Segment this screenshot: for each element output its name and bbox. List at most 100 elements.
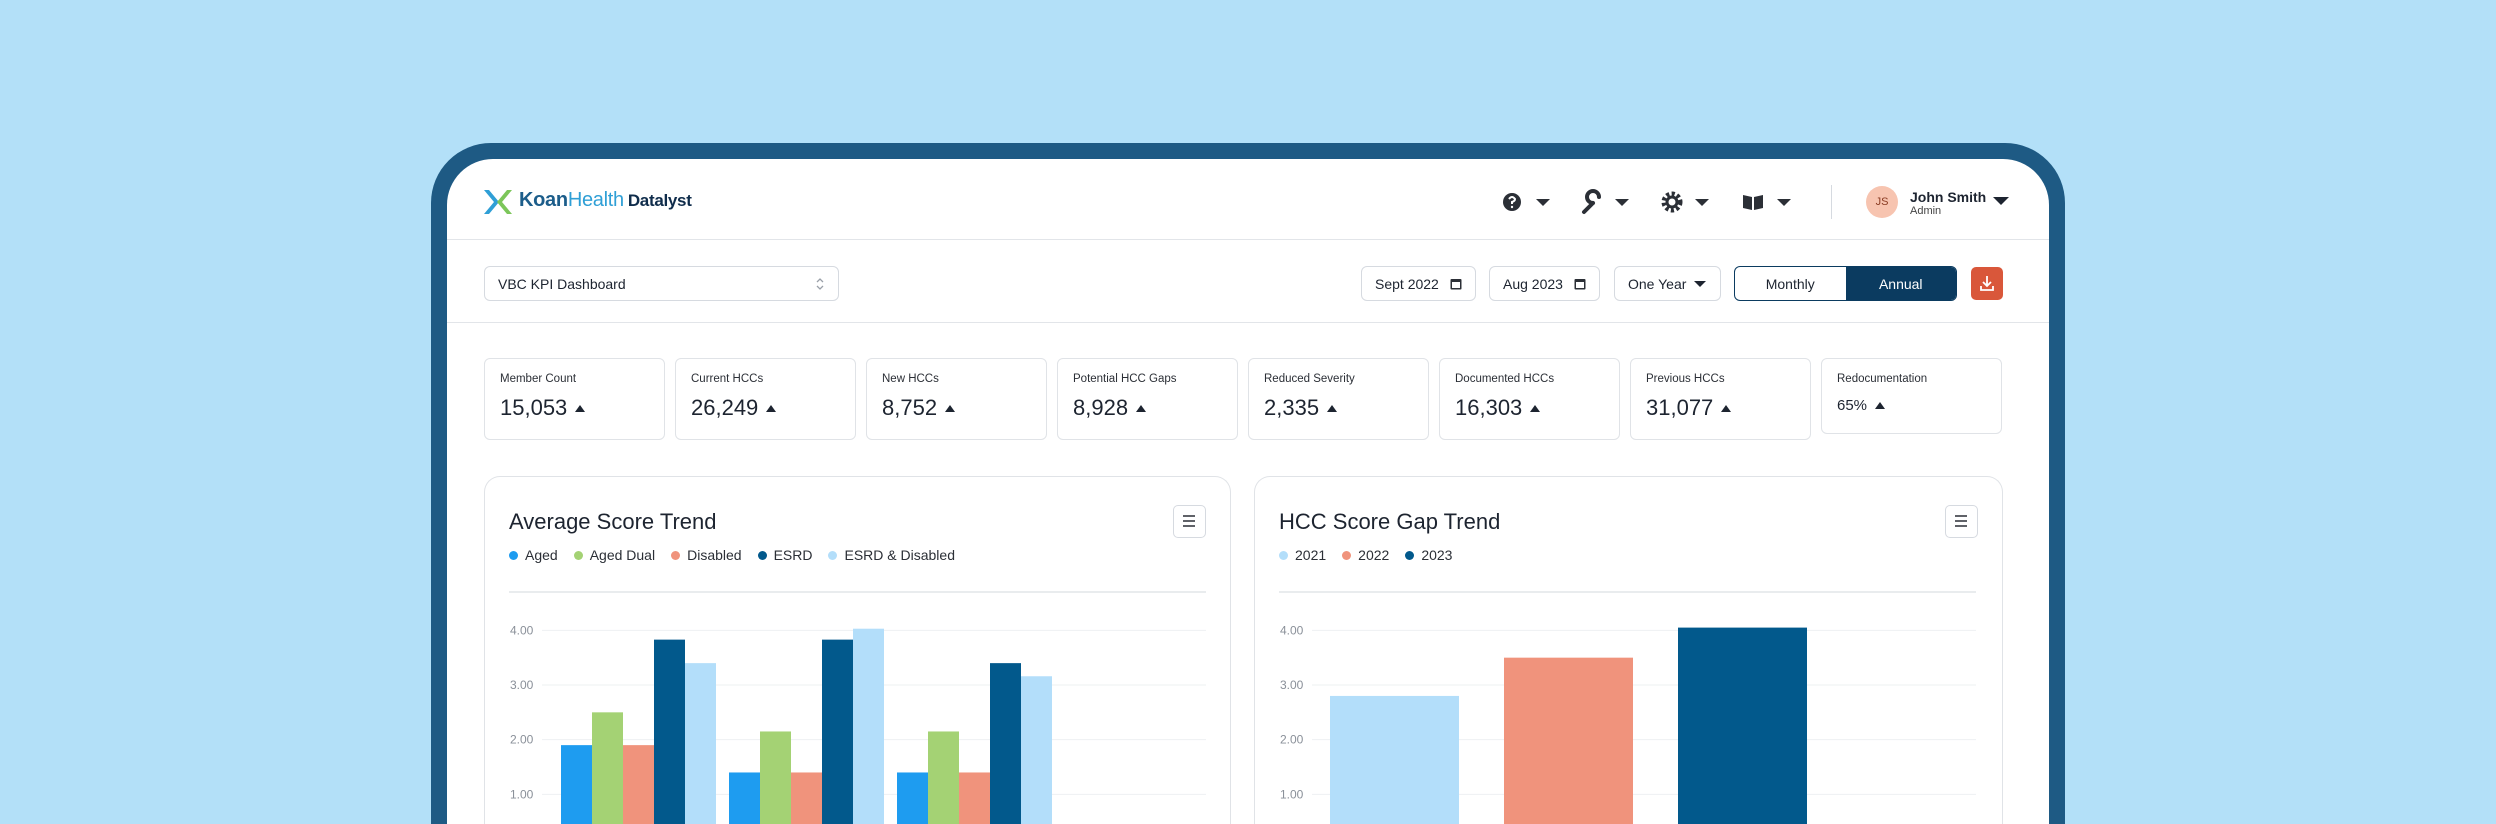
docs-menu[interactable] bbox=[1743, 195, 1791, 210]
kpi-value-row: 26,249 bbox=[691, 395, 840, 421]
trend-up-icon bbox=[1530, 404, 1541, 412]
legend-item[interactable]: Aged Dual bbox=[573, 547, 656, 563]
start-date[interactable]: Sept 2022 bbox=[1361, 266, 1476, 301]
chart-panel: 1.00 2.00 3.00 4.00 Average Score Trend Aged A… bbox=[484, 476, 1231, 824]
bar bbox=[853, 628, 884, 824]
trend-up-icon bbox=[1721, 404, 1732, 412]
chart-menu-button[interactable] bbox=[1945, 505, 1978, 538]
select-arrows bbox=[816, 277, 824, 290]
kpi-value-row: 15,053 bbox=[500, 395, 649, 421]
y-tick-label: 1.00 bbox=[1280, 787, 1304, 801]
legend-swatch bbox=[1279, 550, 1288, 560]
kpi-card[interactable]: Reduced Severity 2,335 bbox=[1248, 358, 1429, 440]
period-text: One Year bbox=[1628, 275, 1687, 292]
trend-up-icon bbox=[1875, 402, 1886, 409]
kpi-label: Redocumentation bbox=[1837, 373, 1928, 385]
legend-swatch bbox=[1405, 550, 1415, 560]
chart-menu-button[interactable] bbox=[1173, 505, 1206, 538]
user-name: John Smith bbox=[1910, 189, 1987, 205]
y-tick-label: 3.00 bbox=[510, 678, 534, 692]
kpi-label: Documented HCCs bbox=[1455, 373, 1555, 385]
kpi-value-row: 65% bbox=[1837, 397, 1986, 414]
kpi-card[interactable]: Previous HCCs 31,077 bbox=[1630, 358, 1811, 440]
y-tick-label: 4.00 bbox=[510, 623, 534, 637]
download-button[interactable] bbox=[1971, 267, 2003, 300]
kpi-value: 8,752 bbox=[882, 395, 938, 420]
bar bbox=[928, 731, 959, 824]
legend-item[interactable]: 2022 bbox=[1342, 547, 1389, 563]
legend-label: Aged Dual bbox=[589, 547, 656, 563]
bar bbox=[561, 745, 592, 824]
kpi-label: Reduced Severity bbox=[1264, 373, 1355, 385]
kpi-value: 26,249 bbox=[691, 395, 759, 420]
period-select[interactable]: One Year bbox=[1614, 266, 1721, 301]
legend-item[interactable]: Aged bbox=[509, 547, 558, 563]
legend-swatch bbox=[757, 550, 767, 560]
kpi-card[interactable]: Potential HCC Gaps 8,928 bbox=[1057, 358, 1238, 440]
kpi-value: 15,053 bbox=[500, 395, 568, 420]
user-menu-caret[interactable] bbox=[1991, 194, 2011, 208]
view-option[interactable]: Monthly bbox=[1765, 275, 1815, 292]
legend-item[interactable]: ESRD & Disabled bbox=[828, 547, 955, 563]
kpi-value: 65% bbox=[1837, 397, 1868, 414]
legend-label: ESRD bbox=[773, 547, 813, 563]
avatar[interactable]: JS bbox=[1866, 186, 1898, 218]
bar bbox=[623, 745, 654, 824]
kpi-value: 31,077 bbox=[1646, 395, 1714, 420]
kpi-card[interactable]: Redocumentation 65% bbox=[1821, 358, 2002, 434]
kpi-label: Previous HCCs bbox=[1646, 373, 1725, 385]
download-icon bbox=[1980, 276, 1994, 291]
legend-swatch bbox=[1342, 550, 1352, 560]
kpi-card[interactable]: Documented HCCs 16,303 bbox=[1439, 358, 1620, 440]
legend-label: 2022 bbox=[1358, 547, 1390, 563]
bar bbox=[760, 731, 791, 824]
settings-menu[interactable] bbox=[1661, 191, 1709, 213]
dashboard-select[interactable]: VBC KPI Dashboard bbox=[484, 266, 839, 301]
kpi-value: 2,335 bbox=[1264, 395, 1320, 420]
bar bbox=[1330, 695, 1459, 824]
logo[interactable]: KoanHealth Datalyst bbox=[519, 189, 692, 212]
legend-label: ESRD & Disabled bbox=[844, 547, 955, 563]
kpi-value-row: 8,752 bbox=[882, 395, 1031, 421]
chart: 1.00 2.00 3.00 4.00 bbox=[1279, 591, 1976, 824]
legend-item[interactable]: 2021 bbox=[1279, 547, 1326, 563]
legend: Aged Aged Dual Disabled ESRD ESRD & Disabled bbox=[509, 547, 955, 563]
caret bbox=[1694, 280, 1706, 287]
view-option[interactable]: Annual bbox=[1845, 267, 1956, 300]
header-icons bbox=[1503, 189, 1791, 214]
logo-secondary: Health bbox=[567, 189, 624, 211]
calendar-icon bbox=[1574, 279, 1586, 290]
bar bbox=[822, 639, 853, 824]
legend-item[interactable]: ESRD bbox=[757, 547, 813, 563]
help-menu[interactable] bbox=[1503, 193, 1550, 211]
kpi-label: Potential HCC Gaps bbox=[1073, 373, 1177, 385]
logo-primary: Koan bbox=[519, 189, 568, 211]
bar bbox=[1021, 676, 1052, 824]
legend-swatch bbox=[509, 550, 518, 560]
end-date-text: Aug 2023 bbox=[1503, 275, 1563, 292]
kpi-value-row: 2,335 bbox=[1264, 395, 1413, 421]
logo-product: Datalyst bbox=[627, 191, 692, 210]
dashboard-name: VBC KPI Dashboard bbox=[498, 275, 626, 292]
kpi-value-row: 8,928 bbox=[1073, 395, 1222, 421]
user-role: Admin bbox=[1910, 205, 1942, 217]
end-date[interactable]: Aug 2023 bbox=[1489, 266, 1600, 301]
trend-up-icon bbox=[575, 404, 586, 412]
legend-item[interactable]: 2023 bbox=[1405, 547, 1452, 563]
y-tick-label: 3.00 bbox=[1280, 678, 1304, 692]
kpi-card[interactable]: Member Count 15,053 bbox=[484, 358, 665, 440]
kpi-value-row: 16,303 bbox=[1455, 395, 1604, 421]
trend-up-icon bbox=[766, 404, 777, 412]
legend-swatch bbox=[671, 550, 681, 560]
kpi-value: 16,303 bbox=[1455, 395, 1523, 420]
kpi-card[interactable]: New HCCs 8,752 bbox=[866, 358, 1047, 440]
tools-menu[interactable] bbox=[1582, 189, 1629, 214]
legend-label: 2021 bbox=[1295, 547, 1327, 563]
bar bbox=[1504, 657, 1633, 824]
chart-title: HCC Score Gap Trend bbox=[1279, 509, 1501, 534]
kpi-card[interactable]: Current HCCs 26,249 bbox=[675, 358, 856, 440]
legend-item[interactable]: Disabled bbox=[671, 547, 742, 563]
bar bbox=[1678, 627, 1807, 824]
toolbar-divider-line bbox=[447, 322, 2049, 323]
bar bbox=[685, 663, 716, 824]
